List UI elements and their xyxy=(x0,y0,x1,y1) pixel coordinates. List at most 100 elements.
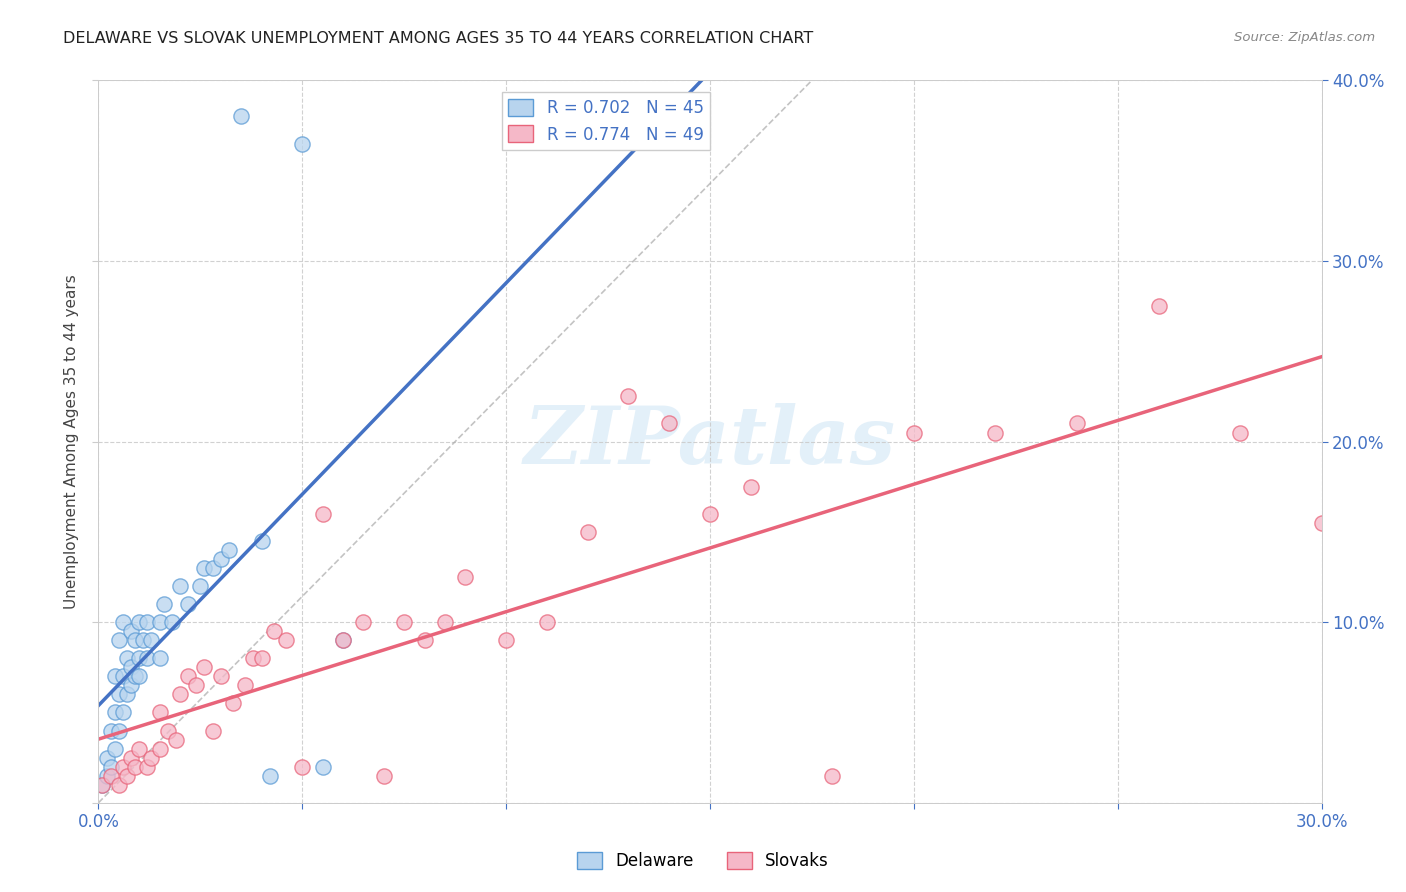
Point xyxy=(124,633,146,648)
Point xyxy=(332,633,354,648)
Point xyxy=(231,109,253,123)
Point xyxy=(100,723,122,738)
Point xyxy=(136,615,159,630)
Point xyxy=(100,760,122,774)
Point xyxy=(169,579,191,593)
Point xyxy=(136,651,159,665)
Point xyxy=(218,542,240,557)
Point xyxy=(152,597,174,611)
Point xyxy=(193,561,215,575)
Point xyxy=(312,760,335,774)
Point xyxy=(1066,417,1088,431)
Point xyxy=(352,615,374,630)
Point xyxy=(111,760,134,774)
Point xyxy=(165,732,187,747)
Point xyxy=(149,615,172,630)
Point xyxy=(132,633,155,648)
Point xyxy=(263,624,285,639)
Point xyxy=(332,633,354,648)
Point xyxy=(291,760,314,774)
Point xyxy=(250,533,273,548)
Point xyxy=(274,633,297,648)
Point xyxy=(128,741,150,756)
Legend: R = 0.702   N = 45, R = 0.774   N = 49: R = 0.702 N = 45, R = 0.774 N = 49 xyxy=(502,92,710,150)
Text: Source: ZipAtlas.com: Source: ZipAtlas.com xyxy=(1234,31,1375,45)
Point xyxy=(250,651,273,665)
Point xyxy=(128,651,150,665)
Point xyxy=(576,524,599,539)
Point xyxy=(1310,516,1333,530)
Point xyxy=(312,507,335,521)
Point xyxy=(108,778,131,792)
Point xyxy=(536,615,558,630)
Text: ZIPatlas: ZIPatlas xyxy=(524,403,896,480)
Point xyxy=(156,723,179,738)
Y-axis label: Unemployment Among Ages 35 to 44 years: Unemployment Among Ages 35 to 44 years xyxy=(65,274,79,609)
Point xyxy=(108,633,131,648)
Point xyxy=(115,651,138,665)
Point xyxy=(136,760,159,774)
Point xyxy=(128,615,150,630)
Point xyxy=(91,778,114,792)
Point xyxy=(149,706,172,720)
Text: DELAWARE VS SLOVAK UNEMPLOYMENT AMONG AGES 35 TO 44 YEARS CORRELATION CHART: DELAWARE VS SLOVAK UNEMPLOYMENT AMONG AG… xyxy=(63,31,814,46)
Point xyxy=(392,615,416,630)
Point xyxy=(209,552,232,566)
Point xyxy=(120,660,142,674)
Point xyxy=(160,615,183,630)
Legend: Delaware, Slovaks: Delaware, Slovaks xyxy=(571,845,835,877)
Point xyxy=(104,741,127,756)
Point xyxy=(96,769,118,783)
Point xyxy=(104,669,127,683)
Point xyxy=(1147,299,1170,313)
Point xyxy=(120,678,142,692)
Point xyxy=(149,741,172,756)
Point xyxy=(201,561,224,575)
Point xyxy=(699,507,721,521)
Point xyxy=(124,669,146,683)
Point xyxy=(96,750,118,764)
Point xyxy=(186,678,208,692)
Point xyxy=(128,669,150,683)
Point xyxy=(91,778,114,792)
Point xyxy=(434,615,457,630)
Point xyxy=(141,750,163,764)
Point xyxy=(233,678,256,692)
Point xyxy=(120,750,142,764)
Point xyxy=(209,669,232,683)
Point xyxy=(454,570,477,584)
Point xyxy=(100,769,122,783)
Point xyxy=(141,633,163,648)
Point xyxy=(111,669,134,683)
Point xyxy=(111,615,134,630)
Point xyxy=(149,651,172,665)
Point xyxy=(108,687,131,701)
Point xyxy=(1229,425,1251,440)
Point xyxy=(104,706,127,720)
Point xyxy=(373,769,395,783)
Point xyxy=(177,669,200,683)
Point xyxy=(111,706,134,720)
Point xyxy=(658,417,681,431)
Point xyxy=(124,760,146,774)
Point xyxy=(188,579,212,593)
Point xyxy=(201,723,224,738)
Point xyxy=(222,697,245,711)
Point xyxy=(193,660,215,674)
Point xyxy=(821,769,844,783)
Point xyxy=(242,651,264,665)
Point xyxy=(291,136,314,151)
Point xyxy=(903,425,925,440)
Point xyxy=(120,624,142,639)
Point xyxy=(740,480,762,494)
Point xyxy=(177,597,200,611)
Point xyxy=(259,769,281,783)
Point xyxy=(115,769,138,783)
Point xyxy=(108,723,131,738)
Point xyxy=(495,633,517,648)
Point xyxy=(413,633,436,648)
Point xyxy=(617,389,640,403)
Point xyxy=(115,687,138,701)
Point xyxy=(984,425,1007,440)
Point xyxy=(169,687,191,701)
